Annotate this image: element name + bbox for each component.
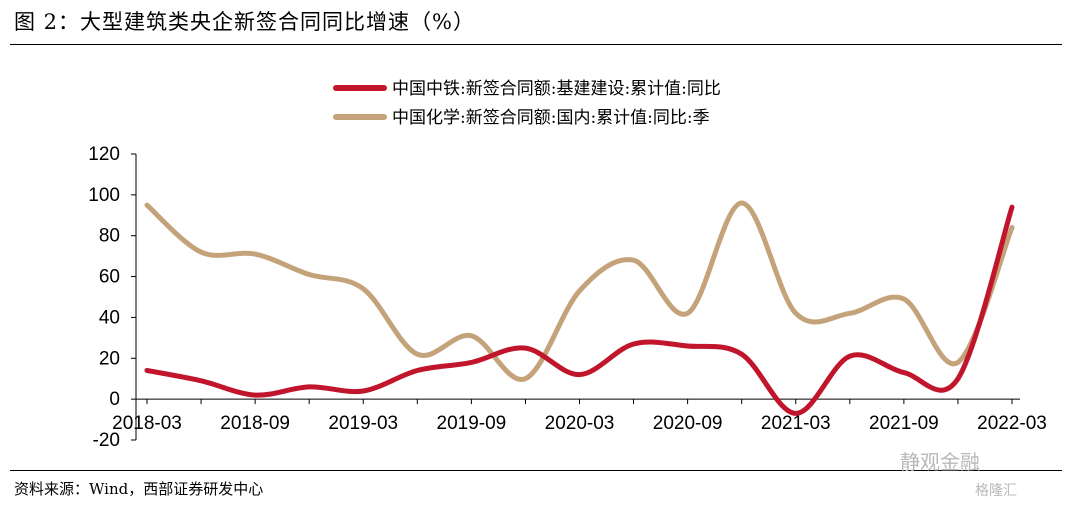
x-tick-label: 2018-03 xyxy=(112,413,182,434)
legend-label: 中国化学:新签合同额:国内:累计值:同比:季 xyxy=(392,108,710,128)
figure-title: 图 2：大型建筑类央企新签合同同比增速（%） xyxy=(14,10,475,34)
y-tick-label: 60 xyxy=(99,267,120,288)
y-tick-label: 20 xyxy=(99,348,120,369)
source-note: 资料来源：Wind，西部证券研发中心 xyxy=(14,480,264,498)
x-tick-label: 2022-03 xyxy=(977,413,1047,434)
x-tick-label: 2020-03 xyxy=(545,413,615,434)
legend: 中国中铁:新签合同额:基建建设:累计值:同比中国化学:新签合同额:国内:累计值:… xyxy=(333,79,721,128)
plot-area xyxy=(144,200,1015,416)
y-tick-label: -20 xyxy=(93,430,120,451)
series-line-crec xyxy=(144,204,1015,416)
legend-label: 中国中铁:新签合同额:基建建设:累计值:同比 xyxy=(392,79,721,99)
y-tick-label: 100 xyxy=(88,185,120,206)
bottom-rule xyxy=(10,470,1062,471)
y-tick-label: 40 xyxy=(99,307,120,328)
x-tick-label: 2019-09 xyxy=(437,413,507,434)
y-tick-label: 120 xyxy=(88,144,120,165)
top-rule xyxy=(10,44,1062,45)
y-tick-label: 80 xyxy=(99,226,120,247)
watermark: 静观金融 xyxy=(900,450,980,474)
x-tick-label: 2019-03 xyxy=(328,413,398,434)
series-line-chemical xyxy=(144,200,1015,382)
y-tick-label: 0 xyxy=(109,389,120,410)
x-tick-label: 2021-03 xyxy=(761,413,831,434)
x-tick-label: 2018-09 xyxy=(220,413,290,434)
x-tick-label: 2021-09 xyxy=(869,413,939,434)
x-tick-label: 2020-09 xyxy=(653,413,723,434)
y-axis: -20 0 20 40 60 80 100 120 xyxy=(88,144,137,451)
x-axis: 2018-03 2018-09 2019-03 2019-09 2020-03 2020-… xyxy=(112,398,1047,434)
watermark-secondary: 格隆汇 xyxy=(975,483,1017,499)
